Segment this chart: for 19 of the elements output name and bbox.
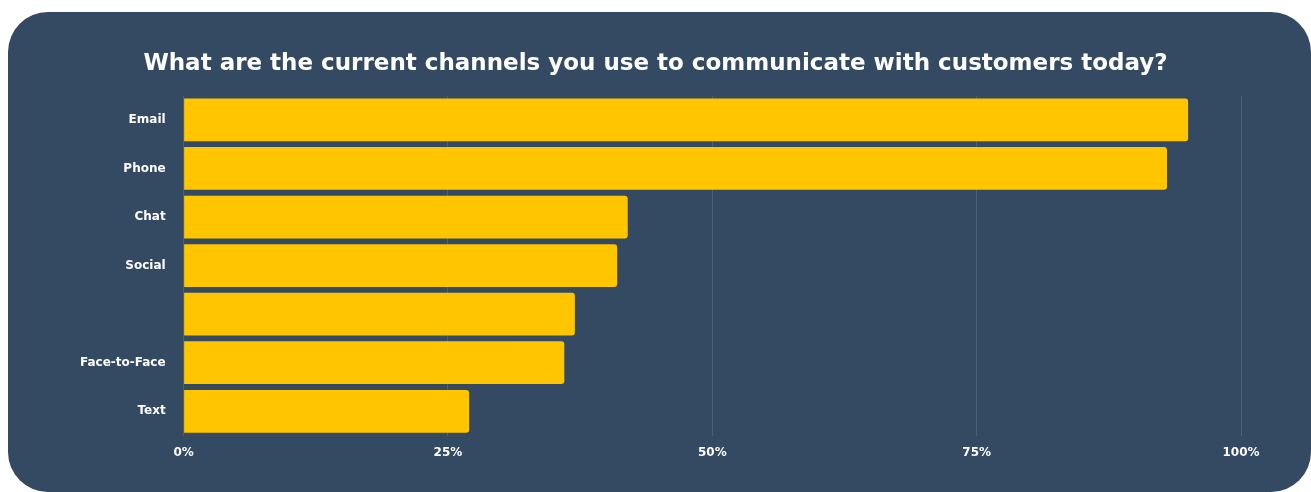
bar	[184, 195, 628, 239]
x-tick-label: 0%	[173, 444, 194, 459]
x-tick-label: 50%	[697, 444, 727, 459]
chart-title: What are the current channels you use to communicate with customers today?	[143, 48, 1168, 75]
bar	[184, 389, 470, 433]
y-tick-label: Email	[128, 112, 166, 127]
bar	[184, 292, 575, 336]
x-tick-label: 75%	[962, 444, 992, 459]
y-tick-label: Chat	[134, 209, 166, 224]
y-tick-label: Social	[125, 257, 166, 272]
x-tick-label: 25%	[433, 444, 463, 459]
y-tick-label: Phone	[123, 160, 166, 175]
x-tick-label: 100%	[1222, 444, 1260, 459]
y-tick-label: Face-to-Face	[79, 354, 166, 369]
bar	[184, 147, 1167, 190]
y-tick-label: Text	[137, 403, 166, 418]
bar	[184, 341, 565, 385]
bar	[184, 98, 1189, 142]
bar	[184, 244, 618, 287]
